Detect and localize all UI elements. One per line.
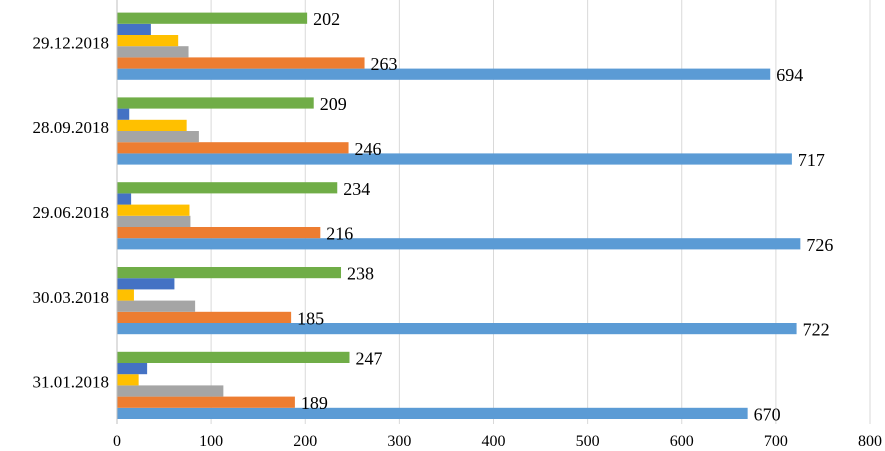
category-label: 29.06.2018 [33, 203, 110, 222]
bar-series-4 [117, 289, 134, 301]
bar-series-1 [117, 238, 801, 250]
x-tick-label: 100 [199, 433, 223, 450]
data-label: 202 [313, 9, 340, 29]
bar-series-2 [117, 311, 292, 323]
bar-series-2 [117, 57, 365, 69]
bar-series-3 [117, 300, 196, 312]
data-label: 246 [355, 139, 382, 159]
data-label: 263 [371, 54, 398, 74]
data-label: 234 [343, 179, 370, 199]
x-tick-label: 700 [764, 433, 788, 450]
data-label: 189 [301, 393, 328, 413]
bar-series-2 [117, 227, 321, 239]
data-label: 694 [776, 65, 803, 85]
bar-series-4 [117, 35, 179, 47]
x-tick-labels: 0 100 200 300 400 500 600 700 800 [113, 433, 882, 450]
category-label: 31.01.2018 [33, 373, 110, 392]
data-label: 185 [297, 308, 324, 328]
bar-series-4 [117, 204, 190, 216]
data-label: 238 [347, 264, 374, 284]
bar-series-3 [117, 215, 191, 227]
bar-series-2 [117, 396, 295, 408]
bar-series-4 [117, 119, 187, 131]
bar-series-5 [117, 23, 151, 35]
x-tick-label: 800 [858, 433, 882, 450]
bar-series-1 [117, 153, 792, 165]
bar-series-5 [117, 108, 130, 120]
bar-series-6 [117, 351, 350, 363]
bar-series-3 [117, 385, 224, 397]
bar-series-6 [117, 182, 338, 194]
category-label: 28.09.2018 [33, 118, 110, 137]
category-labels: 31.01.2018 30.03.2018 29.06.2018 28.09.2018… [33, 33, 110, 391]
bar-series-1 [117, 407, 748, 419]
data-label: 209 [320, 94, 347, 114]
category-label: 30.03.2018 [33, 288, 110, 307]
bar-series-1 [117, 323, 797, 335]
x-tick-label: 0 [113, 433, 121, 450]
data-label: 726 [806, 235, 833, 255]
bar-series-4 [117, 374, 139, 386]
bar-series-5 [117, 278, 175, 290]
data-label: 216 [326, 224, 353, 244]
data-label: 670 [754, 404, 781, 424]
bar-series-6 [117, 267, 342, 279]
bar-series-6 [117, 97, 314, 109]
bar-series-1 [117, 68, 771, 80]
bar-series-5 [117, 363, 148, 375]
bar-series-5 [117, 193, 132, 205]
x-tick-label: 400 [482, 433, 506, 450]
data-label: 247 [355, 348, 382, 368]
bar-series-3 [117, 131, 199, 143]
x-tick-label: 300 [387, 433, 411, 450]
data-labels: 670 189 247 722 185 238 726 216 234 717 246 209 694 2… [297, 9, 833, 424]
x-tick-label: 500 [576, 433, 600, 450]
bar-series-6 [117, 12, 308, 24]
category-label: 29.12.2018 [33, 33, 110, 52]
bar-series-2 [117, 142, 349, 154]
x-tick-label: 200 [293, 433, 317, 450]
data-label: 722 [803, 320, 830, 340]
bars-layer [117, 12, 801, 419]
x-tick-label: 600 [670, 433, 694, 450]
data-label: 717 [798, 150, 825, 170]
bar-series-3 [117, 46, 189, 58]
